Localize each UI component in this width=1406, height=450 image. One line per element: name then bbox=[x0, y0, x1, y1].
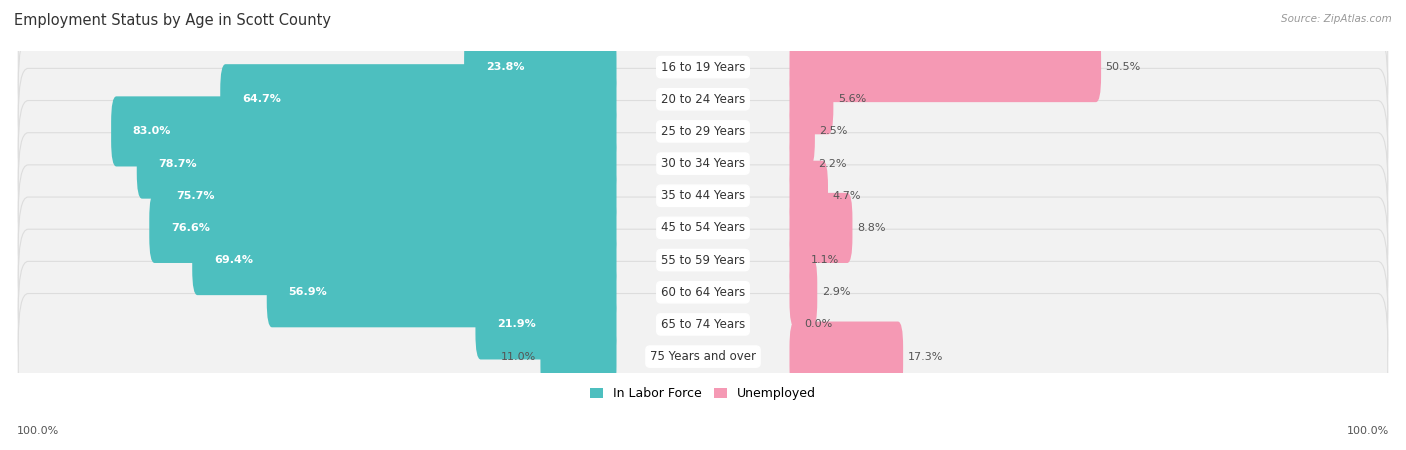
Text: 2.2%: 2.2% bbox=[818, 158, 846, 169]
FancyBboxPatch shape bbox=[149, 193, 616, 263]
FancyBboxPatch shape bbox=[18, 68, 1388, 194]
Text: 45 to 54 Years: 45 to 54 Years bbox=[661, 221, 745, 234]
Text: Employment Status by Age in Scott County: Employment Status by Age in Scott County bbox=[14, 14, 330, 28]
FancyBboxPatch shape bbox=[267, 257, 616, 327]
Text: 76.6%: 76.6% bbox=[172, 223, 209, 233]
FancyBboxPatch shape bbox=[790, 161, 828, 231]
Text: 69.4%: 69.4% bbox=[214, 255, 253, 265]
Text: 75.7%: 75.7% bbox=[176, 191, 215, 201]
FancyBboxPatch shape bbox=[790, 225, 807, 295]
Text: 1.1%: 1.1% bbox=[811, 255, 839, 265]
Text: 78.7%: 78.7% bbox=[159, 158, 197, 169]
FancyBboxPatch shape bbox=[790, 32, 1101, 102]
FancyBboxPatch shape bbox=[18, 229, 1388, 356]
Text: 83.0%: 83.0% bbox=[132, 126, 172, 136]
Text: 5.6%: 5.6% bbox=[838, 94, 866, 104]
Text: 16 to 19 Years: 16 to 19 Years bbox=[661, 61, 745, 74]
Text: 2.5%: 2.5% bbox=[820, 126, 848, 136]
FancyBboxPatch shape bbox=[18, 100, 1388, 227]
FancyBboxPatch shape bbox=[464, 32, 616, 102]
FancyBboxPatch shape bbox=[18, 293, 1388, 420]
Text: 56.9%: 56.9% bbox=[288, 287, 328, 297]
Text: 100.0%: 100.0% bbox=[17, 427, 59, 436]
FancyBboxPatch shape bbox=[136, 129, 616, 198]
Text: 100.0%: 100.0% bbox=[1347, 427, 1389, 436]
FancyBboxPatch shape bbox=[193, 225, 616, 295]
Text: 55 to 59 Years: 55 to 59 Years bbox=[661, 254, 745, 266]
Text: 35 to 44 Years: 35 to 44 Years bbox=[661, 189, 745, 202]
Text: Source: ZipAtlas.com: Source: ZipAtlas.com bbox=[1281, 14, 1392, 23]
FancyBboxPatch shape bbox=[790, 129, 813, 198]
FancyBboxPatch shape bbox=[790, 193, 852, 263]
Text: 11.0%: 11.0% bbox=[501, 351, 536, 362]
FancyBboxPatch shape bbox=[18, 165, 1388, 291]
FancyBboxPatch shape bbox=[18, 36, 1388, 162]
FancyBboxPatch shape bbox=[155, 161, 616, 231]
FancyBboxPatch shape bbox=[475, 289, 616, 360]
Text: 2.9%: 2.9% bbox=[823, 287, 851, 297]
FancyBboxPatch shape bbox=[18, 197, 1388, 323]
FancyBboxPatch shape bbox=[18, 261, 1388, 387]
Text: 50.5%: 50.5% bbox=[1105, 62, 1140, 72]
Text: 8.8%: 8.8% bbox=[858, 223, 886, 233]
Text: 0.0%: 0.0% bbox=[804, 320, 832, 329]
FancyBboxPatch shape bbox=[221, 64, 616, 134]
FancyBboxPatch shape bbox=[790, 257, 817, 327]
Text: 17.3%: 17.3% bbox=[908, 351, 943, 362]
Text: 64.7%: 64.7% bbox=[242, 94, 281, 104]
Text: 30 to 34 Years: 30 to 34 Years bbox=[661, 157, 745, 170]
Text: 23.8%: 23.8% bbox=[485, 62, 524, 72]
Text: 60 to 64 Years: 60 to 64 Years bbox=[661, 286, 745, 299]
Text: 4.7%: 4.7% bbox=[832, 191, 860, 201]
Text: 20 to 24 Years: 20 to 24 Years bbox=[661, 93, 745, 106]
Text: 21.9%: 21.9% bbox=[498, 320, 536, 329]
Text: 65 to 74 Years: 65 to 74 Years bbox=[661, 318, 745, 331]
FancyBboxPatch shape bbox=[18, 4, 1388, 130]
FancyBboxPatch shape bbox=[540, 321, 616, 392]
FancyBboxPatch shape bbox=[790, 321, 903, 392]
FancyBboxPatch shape bbox=[790, 64, 834, 134]
FancyBboxPatch shape bbox=[111, 96, 616, 166]
Legend: In Labor Force, Unemployed: In Labor Force, Unemployed bbox=[585, 382, 821, 405]
FancyBboxPatch shape bbox=[18, 133, 1388, 259]
Text: 75 Years and over: 75 Years and over bbox=[650, 350, 756, 363]
Text: 25 to 29 Years: 25 to 29 Years bbox=[661, 125, 745, 138]
FancyBboxPatch shape bbox=[790, 96, 815, 166]
